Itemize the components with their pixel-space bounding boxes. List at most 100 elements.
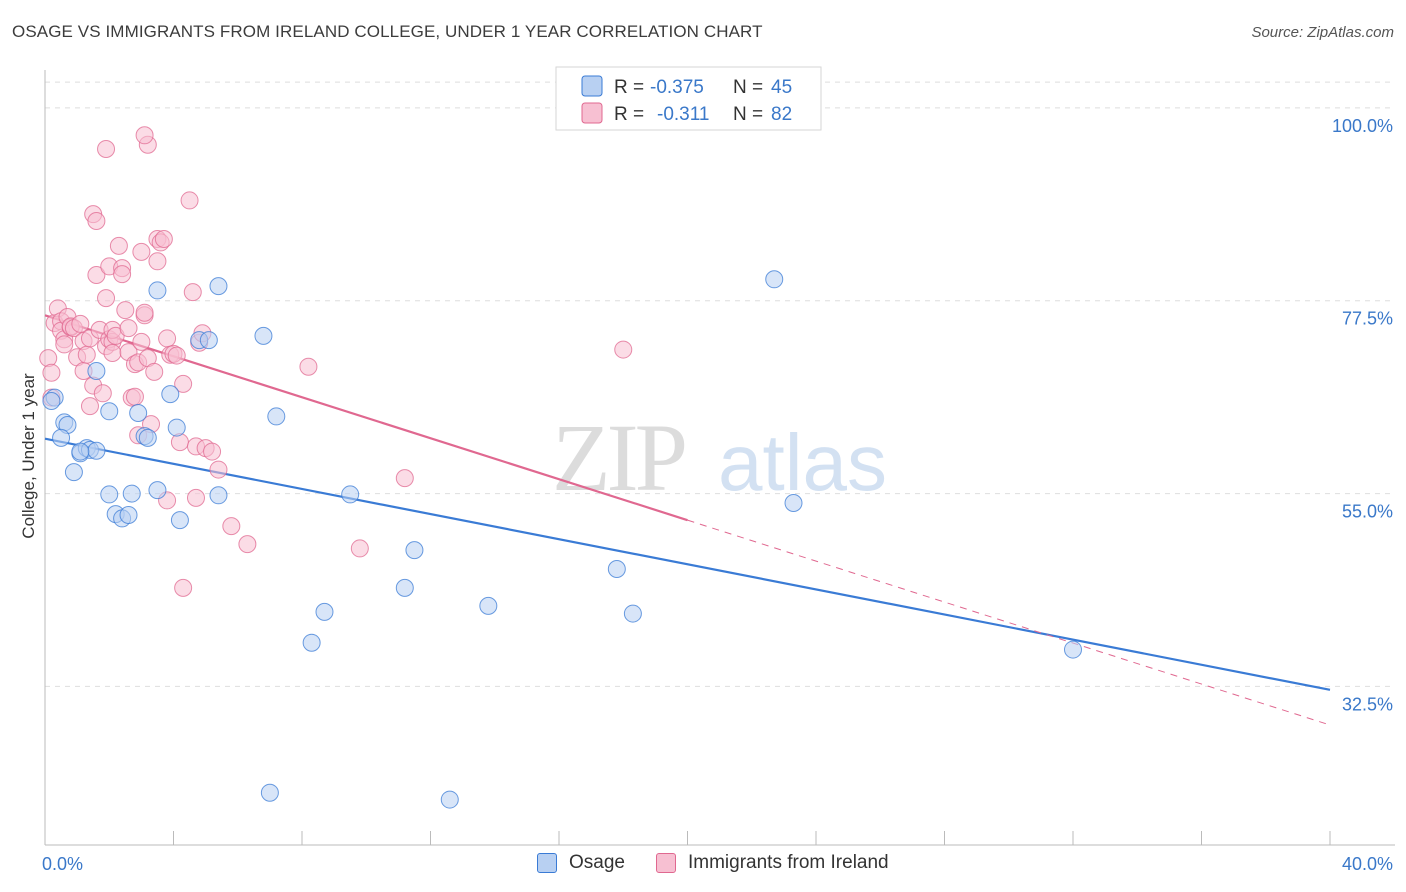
osage-point	[87, 362, 106, 380]
osage-point	[784, 494, 803, 512]
y-tick-label: 32.5%	[1342, 694, 1393, 714]
osage-point	[209, 277, 228, 296]
osage-point	[122, 484, 141, 503]
ireland-point	[238, 535, 257, 554]
ireland-point	[148, 252, 167, 271]
legend-top: R = -0.375 N = 45 R = -0.311 N = 82	[555, 66, 822, 131]
ireland-point	[97, 289, 116, 308]
legend-r-label-osage: R =	[614, 77, 644, 98]
osage-point	[765, 270, 784, 289]
ireland-point	[350, 539, 369, 558]
osage-point	[405, 541, 424, 560]
osage-point	[119, 506, 138, 524]
osage-point	[267, 407, 286, 426]
osage-point	[199, 331, 218, 350]
osage-point	[170, 511, 189, 530]
ireland-point	[614, 340, 633, 359]
legend-bottom: Osage Immigrants from Ireland	[0, 852, 1406, 880]
y-tick-label: 77.5%	[1342, 309, 1393, 329]
legend-label-ireland: Immigrants from Ireland	[688, 852, 889, 873]
ireland-point	[299, 357, 318, 376]
osage-point	[148, 481, 167, 500]
legend-item-ireland[interactable]: Immigrants from Ireland	[656, 852, 889, 874]
ireland-point	[103, 344, 122, 362]
osage-point	[607, 560, 626, 578]
osage-point	[71, 442, 90, 461]
osage-point	[1064, 640, 1082, 659]
osage-point	[52, 428, 71, 447]
ireland-point	[39, 349, 58, 368]
legend-item-osage[interactable]: Osage	[537, 852, 625, 874]
osage-point	[64, 463, 83, 482]
axis-layer	[44, 70, 1395, 846]
legend-n-label-osage: N =	[733, 77, 763, 98]
ireland-point	[87, 266, 106, 284]
ireland-trend-extension	[687, 519, 1331, 726]
ireland-point	[42, 363, 61, 382]
watermark-zip: ZIP	[552, 404, 685, 511]
ireland-point	[116, 301, 135, 320]
osage-point	[100, 402, 119, 421]
osage-point	[167, 418, 186, 437]
osage-point	[42, 392, 61, 410]
ireland-point	[183, 283, 202, 302]
ireland-point	[180, 191, 199, 210]
ireland-point	[132, 242, 151, 261]
osage-point	[623, 604, 642, 623]
ireland-point	[80, 397, 99, 416]
trend-layer	[44, 314, 1331, 726]
ireland-point	[55, 335, 74, 354]
ireland-point	[395, 469, 414, 488]
legend-swatch-ireland-bottom	[656, 853, 676, 873]
ireland-point	[145, 362, 164, 381]
legend-label-osage: Osage	[569, 852, 625, 873]
legend-n-value-osage: 45	[771, 77, 792, 98]
ireland-point	[93, 384, 112, 403]
osage-point	[341, 485, 360, 504]
ireland-point	[119, 319, 138, 338]
ireland-point	[132, 332, 151, 351]
osage-point	[161, 385, 180, 404]
ireland-point	[158, 329, 177, 348]
legend-r-value-osage: -0.375	[650, 77, 704, 98]
ireland-point	[77, 345, 96, 364]
ireland-trend-line	[44, 314, 688, 522]
y-tick-label: 100.0%	[1332, 116, 1393, 136]
x-tick-label-min: 0.0%	[42, 854, 83, 874]
ireland-point	[170, 433, 189, 452]
ireland-point	[174, 578, 193, 597]
ireland-point	[135, 303, 154, 322]
ireland-point	[135, 126, 154, 145]
ireland-point	[97, 140, 116, 158]
ireland-point	[209, 460, 228, 479]
osage-point	[395, 578, 414, 597]
legend-swatch-osage-bottom	[537, 853, 557, 873]
y-axis-label: College, Under 1 year	[19, 373, 38, 539]
osage-point	[148, 281, 167, 300]
osage-point	[302, 633, 321, 652]
label-layer: 100.0% 77.5% 55.0% 32.5% 0.0% 40.0%	[42, 116, 1393, 874]
legend-swatch-osage	[581, 75, 603, 97]
legend-r-value-ireland: -0.311	[657, 104, 709, 125]
osage-point	[209, 486, 228, 505]
osage-point	[315, 602, 334, 621]
ireland-point	[186, 488, 205, 507]
points-layer	[39, 126, 1082, 809]
chart-title: OSAGE VS IMMIGRANTS FROM IRELAND COLLEGE…	[12, 22, 763, 41]
osage-point	[254, 326, 273, 345]
ireland-point	[222, 517, 241, 536]
osage-point	[87, 441, 106, 460]
osage-point	[129, 404, 148, 422]
watermark-atlas: atlas	[718, 418, 887, 507]
ireland-point	[154, 230, 173, 248]
osage-point	[260, 783, 279, 802]
legend-n-value-ireland: 82	[771, 104, 792, 125]
x-tick-label-max: 40.0%	[1342, 854, 1393, 874]
ireland-point	[167, 346, 186, 365]
ireland-point	[87, 212, 106, 230]
osage-point	[479, 596, 498, 615]
ireland-point	[71, 314, 90, 333]
osage-point	[440, 790, 459, 809]
ireland-point	[109, 236, 128, 255]
